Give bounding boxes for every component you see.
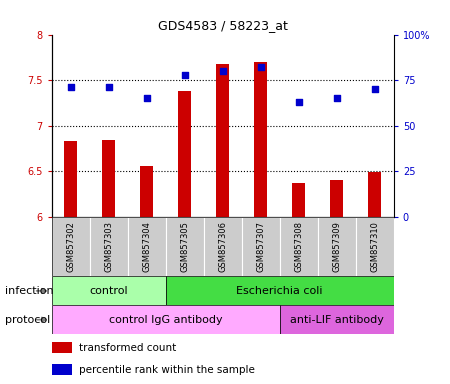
Text: Escherichia coli: Escherichia coli [237, 286, 323, 296]
Bar [280, 305, 394, 334]
Bar [102, 141, 115, 217]
Text: control IgG antibody: control IgG antibody [109, 314, 223, 325]
Bar [52, 364, 72, 375]
Text: infection: infection [4, 286, 53, 296]
Bar [64, 141, 77, 217]
Bar [330, 180, 343, 217]
Bar [52, 217, 90, 276]
Text: percentile rank within the sample: percentile rank within the sample [79, 364, 255, 374]
Bar [140, 166, 153, 217]
Point [257, 65, 264, 71]
Text: control: control [90, 286, 128, 296]
Bar [292, 183, 306, 217]
Text: GSM857307: GSM857307 [256, 221, 265, 272]
Bar [52, 305, 280, 334]
Bar [368, 172, 382, 217]
Text: GSM857304: GSM857304 [142, 221, 151, 272]
Bar [280, 217, 318, 276]
Text: GSM857305: GSM857305 [180, 221, 189, 272]
Text: protocol: protocol [4, 314, 50, 325]
Text: anti-LIF antibody: anti-LIF antibody [290, 314, 384, 325]
Point [333, 95, 340, 101]
Text: GSM857302: GSM857302 [66, 221, 75, 272]
Bar [356, 217, 394, 276]
Bar [242, 217, 280, 276]
Text: GSM857303: GSM857303 [104, 221, 113, 272]
Title: GDS4583 / 58223_at: GDS4583 / 58223_at [158, 19, 288, 32]
Bar [166, 217, 204, 276]
Bar [204, 217, 242, 276]
Point [295, 99, 302, 105]
Bar [128, 217, 166, 276]
Point [143, 95, 150, 101]
Text: GSM857306: GSM857306 [218, 221, 227, 272]
Bar [90, 217, 128, 276]
Bar [166, 276, 394, 305]
Text: GSM857309: GSM857309 [332, 221, 341, 272]
Bar [178, 91, 191, 217]
Text: GSM857310: GSM857310 [370, 221, 379, 272]
Point [219, 68, 226, 74]
Point [181, 72, 189, 78]
Point [67, 84, 74, 91]
Point [105, 84, 112, 91]
Text: transformed count: transformed count [79, 343, 176, 353]
Bar [52, 342, 72, 353]
Bar [52, 276, 166, 305]
Bar [254, 62, 267, 217]
Point [371, 86, 378, 93]
Bar [216, 64, 230, 217]
Bar [318, 217, 356, 276]
Text: GSM857308: GSM857308 [294, 221, 303, 272]
